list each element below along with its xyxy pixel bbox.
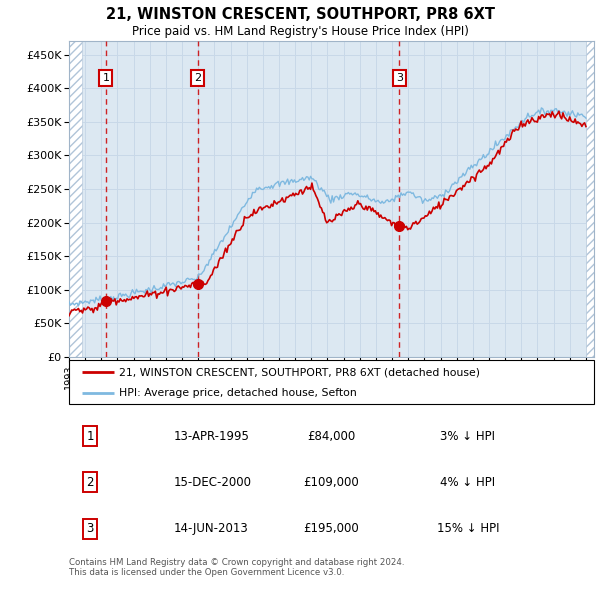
Text: 21, WINSTON CRESCENT, SOUTHPORT, PR8 6XT: 21, WINSTON CRESCENT, SOUTHPORT, PR8 6XT [106,7,494,22]
Text: 1: 1 [86,430,94,442]
Text: £195,000: £195,000 [304,522,359,535]
FancyBboxPatch shape [69,360,594,404]
Text: 4% ↓ HPI: 4% ↓ HPI [440,476,496,489]
Text: Price paid vs. HM Land Registry's House Price Index (HPI): Price paid vs. HM Land Registry's House … [131,25,469,38]
Text: 3: 3 [86,522,94,535]
Text: 3: 3 [396,73,403,83]
Text: 1: 1 [103,73,109,83]
Text: 14-JUN-2013: 14-JUN-2013 [174,522,249,535]
Text: 21, WINSTON CRESCENT, SOUTHPORT, PR8 6XT (detached house): 21, WINSTON CRESCENT, SOUTHPORT, PR8 6XT… [119,368,480,377]
Text: 15% ↓ HPI: 15% ↓ HPI [437,522,499,535]
Text: £109,000: £109,000 [304,476,359,489]
Text: HPI: Average price, detached house, Sefton: HPI: Average price, detached house, Seft… [119,388,356,398]
Text: 2: 2 [86,476,94,489]
Text: 3% ↓ HPI: 3% ↓ HPI [440,430,496,442]
Text: Contains HM Land Registry data © Crown copyright and database right 2024.
This d: Contains HM Land Registry data © Crown c… [69,558,404,577]
Text: 15-DEC-2000: 15-DEC-2000 [174,476,252,489]
Text: 2: 2 [194,73,201,83]
Text: £84,000: £84,000 [307,430,356,442]
Text: 13-APR-1995: 13-APR-1995 [174,430,250,442]
